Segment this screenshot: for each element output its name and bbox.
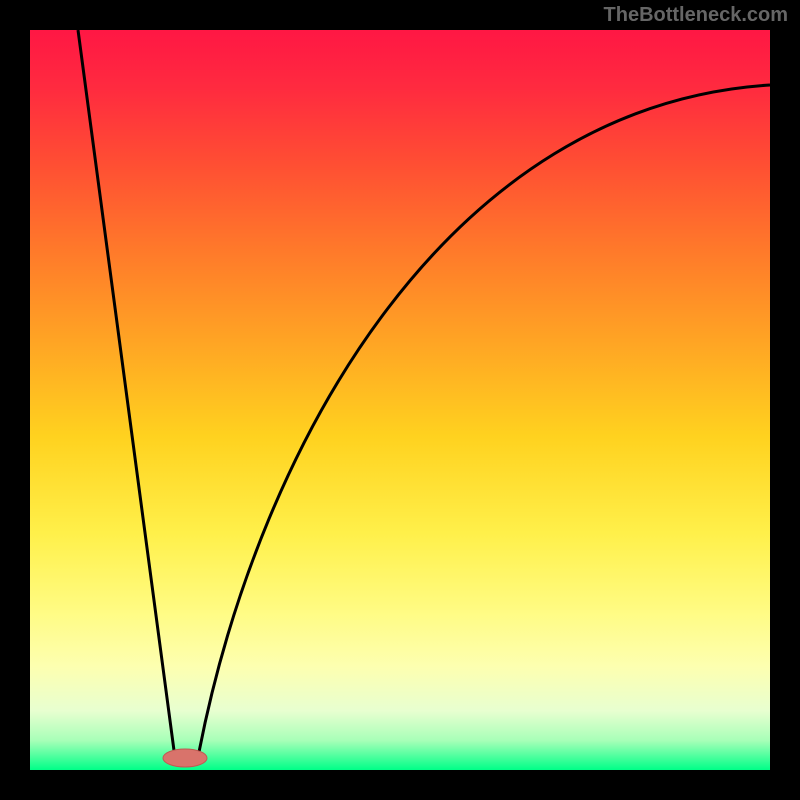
watermark-text: TheBottleneck.com xyxy=(604,4,788,27)
bottleneck-chart xyxy=(0,0,800,800)
optimal-marker xyxy=(163,749,207,767)
plot-area xyxy=(30,30,770,770)
chart-container: TheBottleneck.com xyxy=(0,0,800,800)
